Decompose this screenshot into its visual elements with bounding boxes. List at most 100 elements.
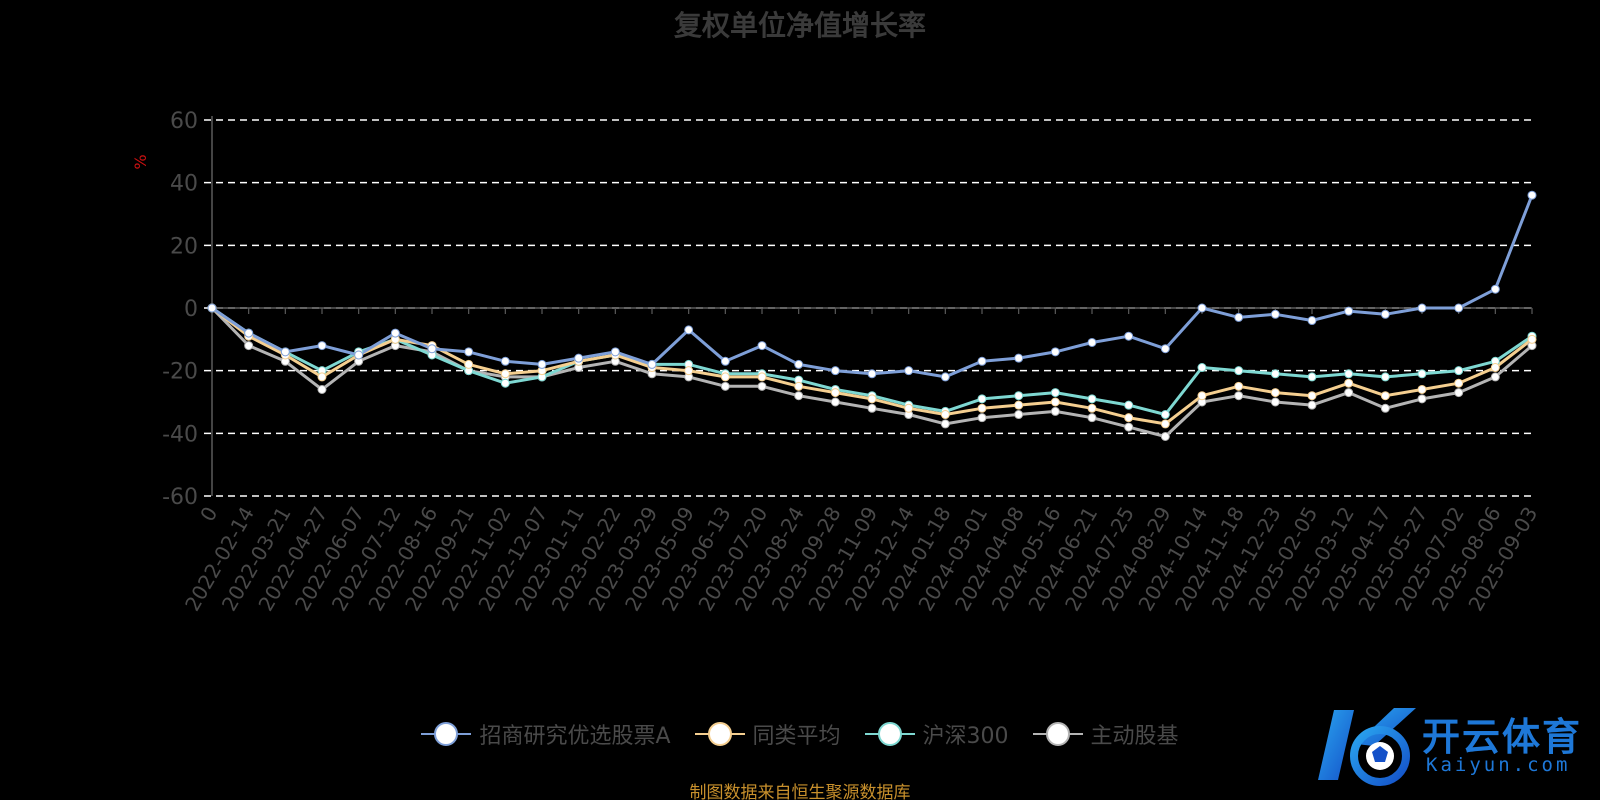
- data-point: [500, 356, 510, 366]
- data-point: [1270, 388, 1280, 398]
- data-point: [1307, 391, 1317, 401]
- legend-swatch: [694, 721, 745, 747]
- data-point: [1417, 384, 1427, 394]
- data-point: [1380, 372, 1390, 382]
- y-tick-label: -60: [162, 485, 198, 510]
- data-point: [1050, 397, 1060, 407]
- data-point: [1234, 381, 1244, 391]
- data-point: [1344, 378, 1354, 388]
- legend-item[interactable]: 主动股基: [1032, 718, 1179, 750]
- data-point: [1307, 316, 1317, 326]
- data-point: [794, 381, 804, 391]
- data-point: [280, 347, 290, 357]
- data-point: [1014, 391, 1024, 401]
- legend-item[interactable]: 沪深300: [864, 718, 1009, 750]
- data-point: [1234, 312, 1244, 322]
- data-point: [1160, 344, 1170, 354]
- data-point: [1490, 363, 1500, 373]
- y-tick-label: 40: [170, 172, 198, 197]
- data-point: [1160, 419, 1170, 429]
- data-point: [977, 403, 987, 413]
- legend-swatch-dot: [877, 722, 902, 746]
- data-point: [1014, 410, 1024, 420]
- data-point: [1344, 369, 1354, 379]
- data-point: [794, 359, 804, 369]
- data-point: [207, 303, 217, 313]
- legend-item[interactable]: 招商研究优选股票A: [421, 718, 671, 750]
- legend-swatch: [1032, 721, 1083, 747]
- data-point: [464, 359, 474, 369]
- data-point: [244, 341, 254, 351]
- data-point: [1380, 391, 1390, 401]
- chart-legend: 招商研究优选股票A 同类平均 沪深300 主动股基: [0, 718, 1600, 750]
- kaiyun-logo-name: 开云体育: [1422, 715, 1583, 759]
- y-axis-label: %: [131, 154, 150, 169]
- kaiyun-logo-sub: Kaiyun.com: [1426, 754, 1571, 776]
- data-point: [1124, 331, 1134, 341]
- data-point: [1234, 366, 1244, 376]
- data-point: [1124, 400, 1134, 410]
- data-point: [1050, 406, 1060, 416]
- data-point: [574, 353, 584, 363]
- data-point: [940, 410, 950, 420]
- y-tick-label: -20: [162, 360, 198, 385]
- data-point: [1197, 363, 1207, 373]
- data-point: [1454, 303, 1464, 313]
- data-point: [757, 372, 767, 382]
- legend-label: 主动股基: [1090, 724, 1179, 749]
- data-point: [830, 388, 840, 398]
- data-point: [317, 372, 327, 382]
- data-point: [1087, 403, 1097, 413]
- data-point: [1087, 337, 1097, 347]
- data-point: [757, 381, 767, 391]
- data-point: [610, 347, 620, 357]
- data-point: [830, 366, 840, 376]
- data-point: [830, 397, 840, 407]
- data-point: [904, 403, 914, 413]
- data-point: [1454, 378, 1464, 388]
- kaiyun-logo: 开云体育 Kaiyun.com: [1316, 700, 1586, 790]
- data-point: [500, 378, 510, 388]
- data-point: [940, 419, 950, 429]
- data-point: [427, 344, 437, 354]
- data-point: [977, 394, 987, 404]
- data-point: [1270, 309, 1280, 319]
- data-point: [1527, 190, 1537, 200]
- y-tick-label: -40: [162, 422, 198, 447]
- data-point: [867, 403, 877, 413]
- data-point: [1087, 413, 1097, 423]
- data-point: [1344, 306, 1354, 316]
- data-point: [1087, 394, 1097, 404]
- data-point: [390, 328, 400, 338]
- data-point: [720, 372, 730, 382]
- legend-label: 同类平均: [752, 724, 841, 749]
- data-point: [1124, 422, 1134, 432]
- data-point: [244, 328, 254, 338]
- data-point: [1050, 388, 1060, 398]
- data-point: [904, 366, 914, 376]
- data-point: [794, 391, 804, 401]
- data-point: [1380, 403, 1390, 413]
- legend-label: 沪深300: [922, 724, 1009, 749]
- source-note: 制图数据来自恒生聚源数据库: [689, 783, 911, 800]
- kaiyun-logo-icon: [1318, 708, 1416, 786]
- data-point: [1160, 431, 1170, 441]
- x-tick-label: 0: [195, 503, 222, 526]
- data-point: [1234, 391, 1244, 401]
- data-point: [1197, 303, 1207, 313]
- y-tick-label: 20: [170, 234, 198, 259]
- data-point: [867, 369, 877, 379]
- y-tick-label: 60: [170, 109, 198, 134]
- y-tick-label: 0: [184, 297, 198, 322]
- data-point: [1344, 388, 1354, 398]
- legend-label: 招商研究优选股票A: [479, 724, 671, 749]
- data-point: [1050, 347, 1060, 357]
- data-point: [720, 381, 730, 391]
- legend-item[interactable]: 同类平均: [694, 718, 841, 750]
- data-point: [1417, 394, 1427, 404]
- data-point: [1490, 284, 1500, 294]
- data-point: [1380, 309, 1390, 319]
- data-point: [500, 369, 510, 379]
- data-point: [1270, 397, 1280, 407]
